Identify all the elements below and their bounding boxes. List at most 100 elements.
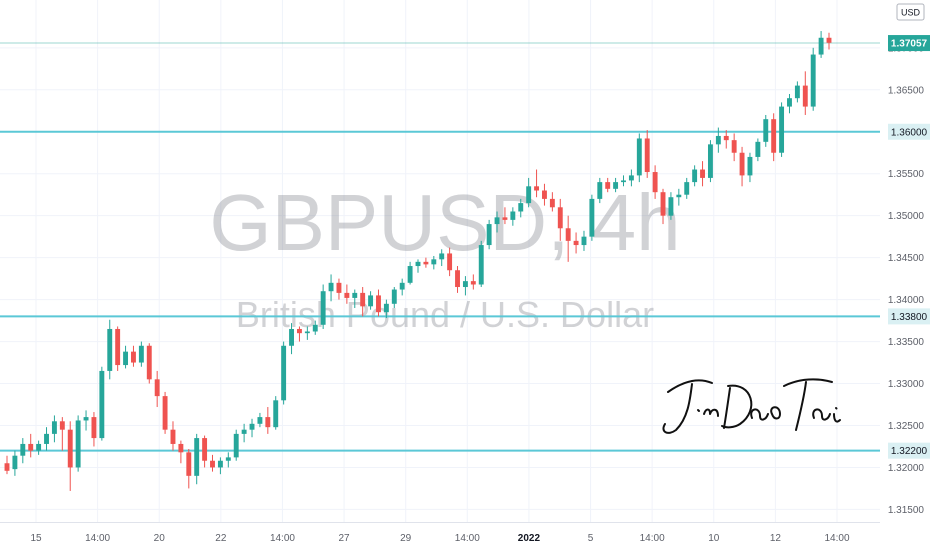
time-tick-label: 14:00 (85, 533, 110, 544)
candle (779, 102, 785, 157)
candle-body (731, 140, 737, 153)
candle (597, 177, 603, 204)
candle (257, 412, 263, 428)
candle-body (352, 292, 358, 298)
price-badge (888, 123, 930, 140)
candle-body (534, 186, 540, 191)
time-tick-label: 27 (339, 533, 351, 544)
candle (312, 320, 318, 335)
time-tick-label: 12 (770, 533, 782, 544)
time-axis-labels[interactable]: 15 14:00 20 22 14:00 27 29 14:00 2022 5 14:00 10 12 1… (30, 533, 850, 544)
candle (75, 415, 81, 472)
candle-body (399, 282, 405, 290)
candle (676, 188, 682, 206)
candle-body (684, 182, 690, 195)
candle-body (826, 37, 832, 43)
candle-body (755, 141, 761, 157)
currency-box[interactable] (896, 3, 925, 21)
price-tick-label: 1.35500 (888, 169, 925, 180)
candle-body (787, 98, 792, 107)
candle (628, 169, 634, 187)
candle (494, 211, 500, 233)
candle-body (431, 259, 437, 265)
price-tick-label: 1.32500 (888, 421, 925, 432)
candle (715, 127, 721, 153)
candle-body (138, 345, 144, 363)
candle (621, 175, 626, 187)
candle (210, 454, 215, 472)
candle (225, 452, 231, 468)
candle (573, 232, 579, 254)
candle (273, 396, 279, 430)
candle (510, 207, 516, 226)
time-tick-label: 10 (708, 533, 720, 544)
watermark: GBPUSD, 4h British Pound / U.S. Dollar (209, 178, 680, 335)
candle-body (99, 370, 105, 439)
candle-body (621, 180, 626, 183)
candle-body (447, 253, 453, 271)
candle (478, 240, 484, 288)
candle-body (162, 396, 168, 430)
candle (431, 255, 437, 270)
candle-body (265, 417, 271, 428)
candle-body (289, 328, 294, 346)
candle-body (312, 324, 318, 332)
candle (447, 247, 453, 277)
candle-body (376, 295, 381, 313)
candle-body (526, 186, 532, 204)
candle (636, 133, 642, 183)
price-badge-label: 1.33800 (891, 312, 928, 323)
candle-body (241, 429, 247, 434)
candle (700, 161, 705, 187)
candle-body (44, 433, 49, 444)
candle-body (486, 224, 492, 246)
candle-body (249, 423, 255, 430)
time-tick-label: 2022 (518, 533, 541, 544)
candles (4, 31, 832, 491)
candle (747, 152, 753, 183)
candle (684, 177, 690, 199)
currency-label: USD (901, 8, 921, 18)
candle (249, 418, 255, 438)
candle-body (802, 85, 808, 107)
candle-body (439, 253, 445, 260)
candle-body (692, 169, 698, 183)
candle-body (304, 331, 310, 334)
candle-body (763, 119, 769, 142)
price-tick-label: 1.31500 (888, 505, 925, 516)
candle-body (83, 417, 89, 421)
candle (202, 435, 208, 468)
price-badge-label: 1.36000 (891, 127, 928, 138)
candle-body (676, 194, 682, 198)
candle (320, 284, 326, 329)
candle-body (715, 135, 721, 145)
candle-body (565, 228, 571, 241)
grid-lines (0, 0, 880, 522)
candle (59, 417, 65, 451)
candle-body (470, 281, 476, 285)
candle (178, 440, 184, 464)
candle-body (233, 433, 239, 458)
candle-body (494, 217, 500, 225)
candle-body (771, 119, 777, 153)
candle-body (723, 135, 729, 141)
candle-body (4, 463, 10, 471)
candle-body (779, 106, 785, 153)
candle-body (225, 457, 231, 461)
candle-body (59, 421, 65, 430)
candle-body (273, 400, 279, 428)
candle (755, 138, 761, 162)
time-tick-label: 15 (30, 533, 42, 544)
candle-body (739, 152, 745, 176)
candle (589, 194, 595, 241)
candle-body (613, 182, 619, 189)
price-axis[interactable] (880, 0, 932, 522)
candle-body (794, 85, 800, 99)
candle (281, 341, 287, 405)
candle-body (589, 198, 595, 237)
candle (771, 113, 777, 162)
candle (107, 319, 113, 380)
candle-body (178, 443, 184, 453)
candle (707, 140, 713, 183)
